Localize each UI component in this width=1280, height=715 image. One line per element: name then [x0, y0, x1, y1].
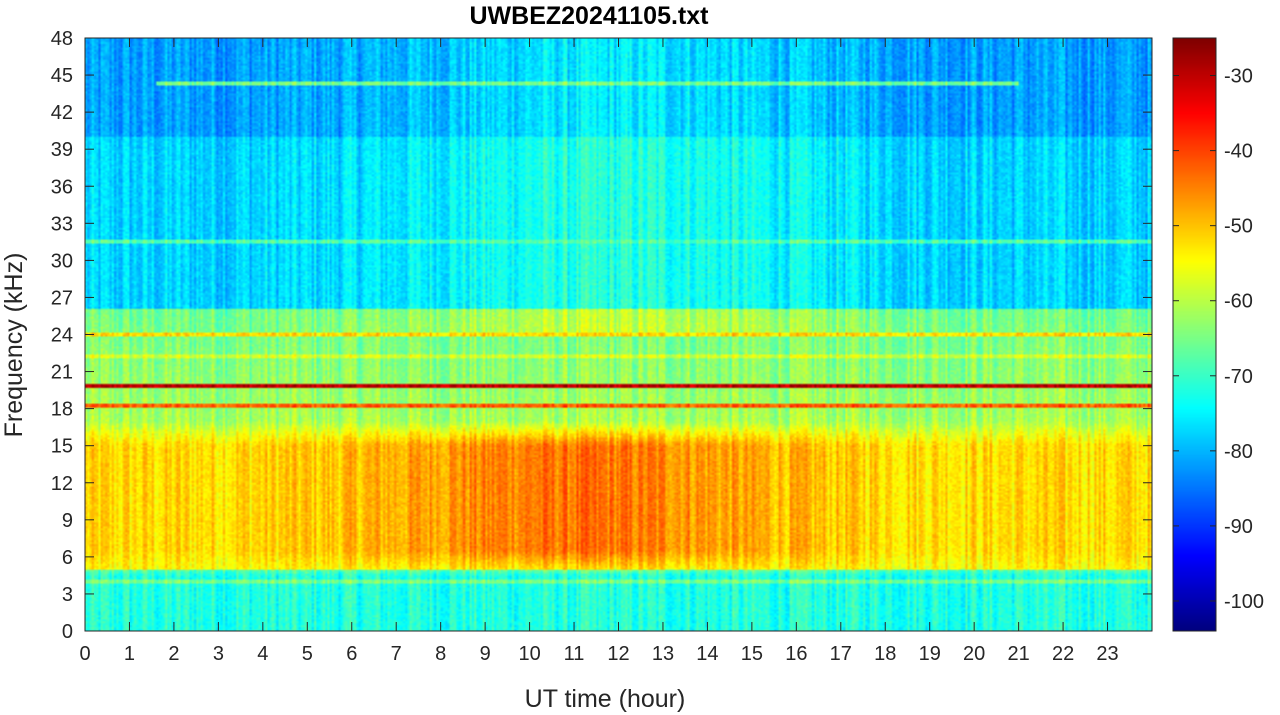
colorbar-tick-label: -80 — [1224, 441, 1253, 463]
x-tick-label: 6 — [346, 643, 357, 665]
x-tick-label: 10 — [518, 643, 540, 665]
y-tick-label: 18 — [51, 399, 73, 421]
colorbar: -30 -40 -50 -60 -70 -80 -90 -100 — [1172, 37, 1264, 632]
x-tick-label: 15 — [741, 643, 763, 665]
x-tick-label: 23 — [1096, 643, 1118, 665]
colorbar-tick-label: -60 — [1224, 291, 1253, 313]
colorbar-tick-label: -40 — [1224, 141, 1253, 163]
x-tick-label: 5 — [302, 643, 313, 665]
x-tick-label: 18 — [874, 643, 896, 665]
colorbar-tick-label: -90 — [1224, 516, 1253, 538]
x-tick-label: 8 — [435, 643, 446, 665]
x-tick-label: 16 — [785, 643, 807, 665]
colorbar-tick-label: -50 — [1224, 216, 1253, 238]
colorbar-tick-label: -30 — [1224, 66, 1253, 88]
x-tick-label: 20 — [963, 643, 985, 665]
y-tick-label: 9 — [62, 510, 73, 532]
x-tick-label: 7 — [391, 643, 402, 665]
x-tick-label: 21 — [1008, 643, 1030, 665]
y-tick-label: 39 — [51, 139, 73, 161]
colorbar-tick-label: -100 — [1224, 591, 1264, 613]
x-tick-label: 4 — [257, 643, 268, 665]
y-tick-label: 12 — [51, 473, 73, 495]
x-tick-label: 9 — [480, 643, 491, 665]
plot-area — [84, 37, 1153, 632]
y-tick-label: 33 — [51, 213, 73, 235]
colorbar-ticks: -30 -40 -50 -60 -70 -80 -90 -100 — [1173, 66, 1264, 613]
y-tick-label: 15 — [51, 436, 73, 458]
chart-title: UWBEZ20241105.txt — [469, 2, 709, 30]
x-axis-label: UT time (hour) — [525, 685, 686, 713]
y-tick-label: 21 — [51, 362, 73, 384]
x-tick-label: 19 — [919, 643, 941, 665]
x-tick-label: 14 — [696, 643, 718, 665]
y-tick-label: 42 — [51, 102, 73, 124]
y-tick-label: 6 — [62, 547, 73, 569]
y-tick-label: 48 — [51, 28, 73, 50]
x-tick-label: 2 — [168, 643, 179, 665]
y-tick-label: 30 — [51, 250, 73, 272]
y-tick-label: 0 — [62, 621, 73, 643]
x-tick-label: 12 — [607, 643, 629, 665]
x-tick-label: 1 — [124, 643, 135, 665]
x-axis: 0 1 2 3 4 5 6 7 8 9 10 11 12 13 14 15 16 17 18 19 20 21 22 23 — [79, 38, 1119, 665]
x-tick-label: 13 — [652, 643, 674, 665]
y-tick-label: 3 — [62, 584, 73, 606]
y-tick-label: 45 — [51, 65, 73, 87]
colorbar-frame — [1172, 37, 1217, 632]
y-tick-label: 24 — [51, 325, 73, 347]
heatmap-image — [85, 38, 1152, 631]
colorbar-gradient — [1173, 38, 1216, 631]
colorbar-tick-label: -70 — [1224, 366, 1253, 388]
x-tick-label: 11 — [564, 643, 585, 665]
y-tick-label: 36 — [51, 176, 73, 198]
y-tick-label: 27 — [51, 287, 73, 309]
x-tick-label: 22 — [1052, 643, 1074, 665]
y-axis-label: Frequency (kHz) — [0, 253, 28, 438]
x-tick-label: 3 — [213, 643, 224, 665]
x-tick-label: 17 — [830, 643, 852, 665]
x-tick-label: 0 — [79, 643, 90, 665]
